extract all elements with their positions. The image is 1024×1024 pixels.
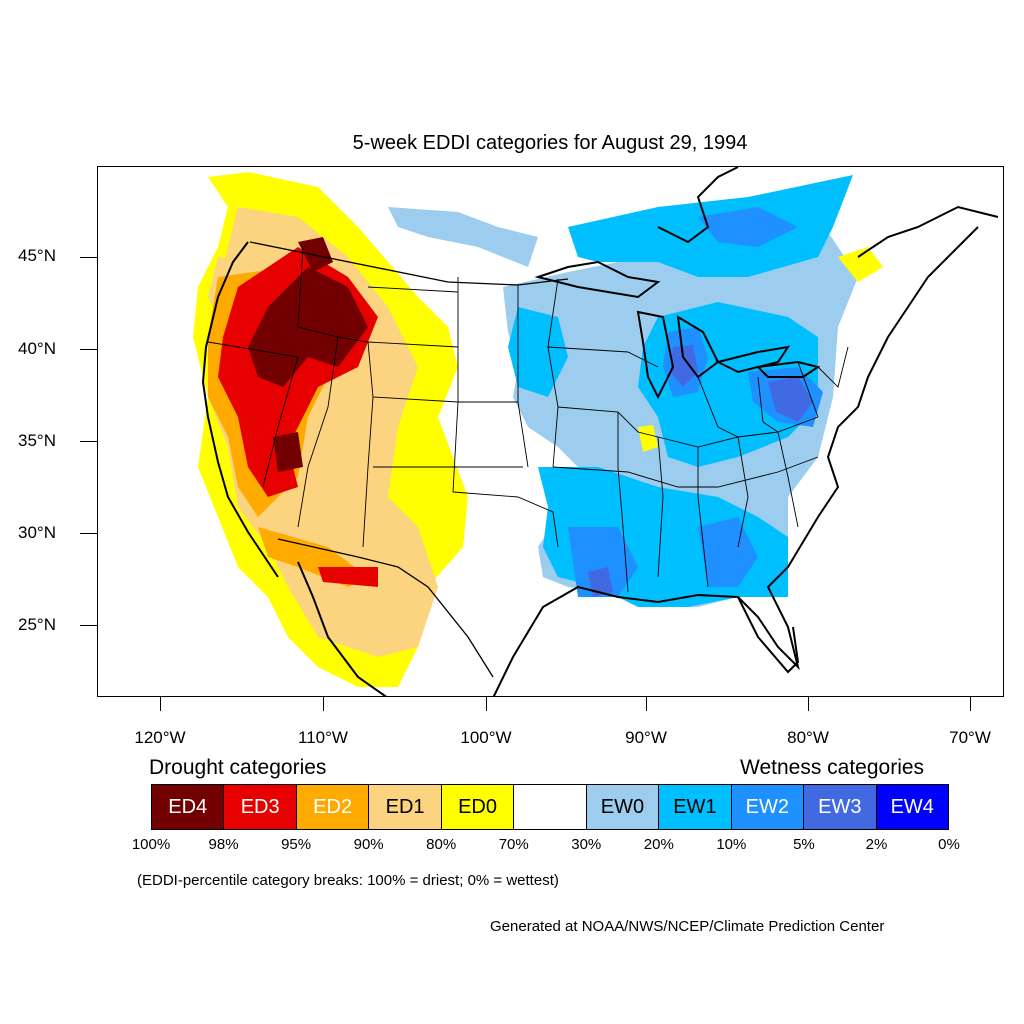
ew3-east-region xyxy=(768,377,813,422)
lon-tick-70 xyxy=(970,697,971,711)
state-borders xyxy=(207,246,849,593)
legend-swatch-ew0: EW0 xyxy=(586,785,660,829)
map-frame xyxy=(97,166,1004,697)
lon-tick-110 xyxy=(323,697,324,711)
category-legend: ED4 ED3 ED2 ED1 ED0 EW0 EW1 EW2 EW3 EW4 xyxy=(151,784,949,830)
lon-label-90: 90°W xyxy=(625,728,667,747)
gulf-coastline xyxy=(492,226,979,696)
canada-coastline xyxy=(657,167,739,244)
percentile-break-label: 70% xyxy=(498,836,529,853)
west-coastline xyxy=(201,241,279,578)
conus-map xyxy=(193,167,999,696)
percentile-break-label: 98% xyxy=(208,836,239,853)
legend-swatch-ew4: EW4 xyxy=(876,785,948,829)
lon-label-80: 80°W xyxy=(787,728,829,747)
lat-label-35: 35°N xyxy=(18,431,56,450)
lat-label-40: 40°N xyxy=(18,339,56,358)
ed3-border-region xyxy=(318,567,378,587)
percentile-break-label: 10% xyxy=(716,836,747,853)
florida-coastline xyxy=(737,596,800,674)
percentile-break-label: 100% xyxy=(131,836,171,853)
lon-label-70: 70°W xyxy=(949,728,991,747)
ed4-south-region xyxy=(273,432,303,472)
lat-label-30: 30°N xyxy=(18,523,56,542)
percentile-break-label: 0% xyxy=(938,836,960,853)
lon-tick-80 xyxy=(808,697,809,711)
legend-swatch-ew1: EW1 xyxy=(659,785,732,829)
ew0-north-region xyxy=(388,207,538,267)
ew2-south-region xyxy=(568,527,638,597)
us-canada-border xyxy=(249,241,569,286)
percentile-break-label: 95% xyxy=(281,836,312,853)
drought-categories-heading: Drought categories xyxy=(149,756,327,779)
coastlines xyxy=(201,167,999,696)
legend-swatch-ed1: ED1 xyxy=(369,785,442,829)
lon-tick-100 xyxy=(486,697,487,711)
legend-swatch-ed4: ED4 xyxy=(152,785,225,829)
ew3-south-region xyxy=(588,567,613,597)
east-canada-coastline xyxy=(857,205,999,258)
legend-swatch-normal xyxy=(514,785,587,829)
lat-label-25: 25°N xyxy=(18,615,56,634)
lat-tick-45 xyxy=(80,257,97,258)
legend-swatch-ed2: ED2 xyxy=(296,785,370,829)
us-mexico-border xyxy=(277,538,494,678)
lon-label-120: 120°W xyxy=(134,728,186,747)
lat-tick-25 xyxy=(80,625,97,626)
percentile-break-label: 30% xyxy=(571,836,602,853)
ed4-north-region xyxy=(298,237,333,272)
legend-swatch-ew2: EW2 xyxy=(731,785,805,829)
ew3-michigan-region xyxy=(670,345,698,387)
percentile-break-label: 2% xyxy=(865,836,888,853)
mexico-west-coastline xyxy=(297,561,387,696)
ed4-region xyxy=(248,267,368,387)
wetness-regions xyxy=(388,175,858,607)
lon-label-110: 110°W xyxy=(298,728,348,747)
percentile-break-label: 5% xyxy=(793,836,815,853)
lat-label-45: 45°N xyxy=(18,246,56,265)
percentile-break-label: 80% xyxy=(426,836,457,853)
drought-regions xyxy=(193,172,883,687)
percentile-break-label: 90% xyxy=(353,836,384,853)
legend-swatch-ew3: EW3 xyxy=(804,785,877,829)
ew2-gulf-region xyxy=(698,517,758,587)
percentile-break-label: 20% xyxy=(643,836,674,853)
wetness-categories-heading: Wetness categories xyxy=(740,756,925,779)
lon-tick-120 xyxy=(160,697,161,711)
ed0-ne-region xyxy=(838,247,883,282)
legend-swatch-ed3: ED3 xyxy=(224,785,297,829)
lon-tick-90 xyxy=(646,697,647,711)
ew2-north-region xyxy=(698,207,798,247)
lat-tick-30 xyxy=(80,533,97,534)
ed0-se-region xyxy=(638,425,658,452)
great-lakes xyxy=(534,260,821,400)
legend-swatch-ed0: ED0 xyxy=(441,785,515,829)
lat-tick-35 xyxy=(80,441,97,442)
credit-text: Generated at NOAA/NWS/NCEP/Climate Predi… xyxy=(490,918,885,935)
lat-tick-40 xyxy=(80,349,97,350)
map-title: 5-week EDDI categories for August 29, 19… xyxy=(352,132,748,154)
legend-footnote: (EDDI-percentile category breaks: 100% =… xyxy=(137,872,559,889)
lon-label-100: 100°W xyxy=(460,728,512,747)
